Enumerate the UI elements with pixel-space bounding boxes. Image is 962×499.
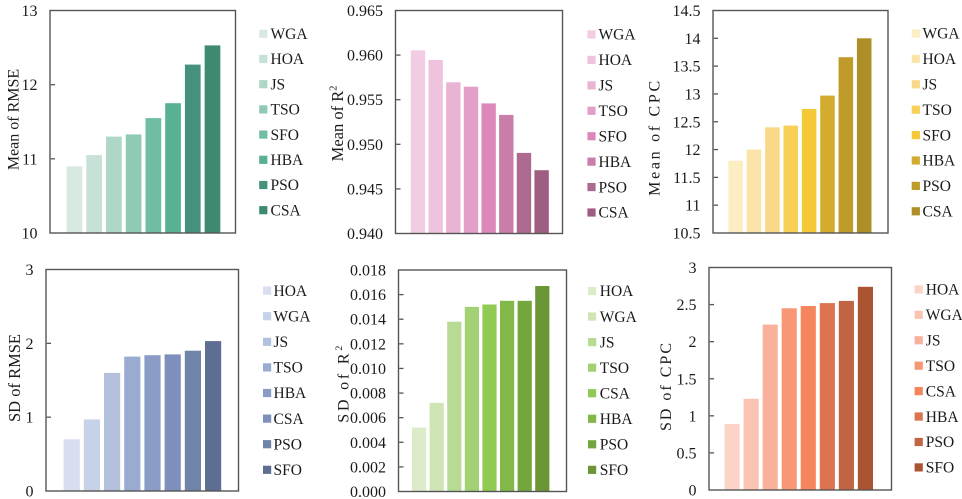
svg-text:JS: JS xyxy=(599,78,614,95)
svg-text:12.5: 12.5 xyxy=(673,114,701,131)
svg-text:WGA: WGA xyxy=(923,26,961,43)
svg-text:0.016: 0.016 xyxy=(350,287,386,304)
svg-text:HOA: HOA xyxy=(600,283,634,300)
svg-text:0.006: 0.006 xyxy=(350,410,386,427)
svg-text:SD of R2: SD of R2 xyxy=(334,343,352,423)
svg-text:0.014: 0.014 xyxy=(350,312,386,329)
svg-text:TSO: TSO xyxy=(271,102,300,119)
svg-text:PSO: PSO xyxy=(926,434,954,451)
svg-text:TSO: TSO xyxy=(926,358,955,375)
svg-text:Mean of R2: Mean of R2 xyxy=(328,86,347,162)
svg-text:HBA: HBA xyxy=(923,153,957,170)
svg-text:Mean of RMSE: Mean of RMSE xyxy=(5,69,22,170)
svg-text:0.010: 0.010 xyxy=(350,361,386,378)
svg-text:PSO: PSO xyxy=(600,437,628,454)
svg-text:TSO: TSO xyxy=(923,102,952,119)
svg-text:JS: JS xyxy=(274,334,289,351)
svg-text:TSO: TSO xyxy=(600,360,629,377)
svg-text:0.018: 0.018 xyxy=(350,263,386,280)
svg-text:12: 12 xyxy=(685,142,701,159)
svg-text:Mean of CPC: Mean of CPC xyxy=(646,78,663,196)
svg-text:PSO: PSO xyxy=(599,179,627,196)
svg-text:11.5: 11.5 xyxy=(673,170,700,187)
svg-text:0.000: 0.000 xyxy=(350,484,386,499)
svg-text:HBA: HBA xyxy=(599,154,633,171)
svg-text:2: 2 xyxy=(689,334,697,351)
svg-text:SFO: SFO xyxy=(599,128,627,145)
svg-text:14: 14 xyxy=(685,31,701,48)
svg-text:JS: JS xyxy=(926,332,941,349)
svg-text:SD of CPC: SD of CPC xyxy=(658,341,675,431)
svg-text:0.940: 0.940 xyxy=(347,226,383,243)
svg-text:0.004: 0.004 xyxy=(350,435,386,452)
svg-text:HOA: HOA xyxy=(274,283,308,300)
svg-text:TSO: TSO xyxy=(274,360,303,377)
svg-text:HBA: HBA xyxy=(271,152,305,169)
svg-text:0.5: 0.5 xyxy=(677,445,697,462)
svg-text:CSA: CSA xyxy=(923,204,954,221)
svg-text:PSO: PSO xyxy=(271,177,299,194)
svg-text:1.5: 1.5 xyxy=(677,371,697,388)
svg-text:0.012: 0.012 xyxy=(350,336,386,353)
svg-text:HOA: HOA xyxy=(271,51,305,68)
svg-text:HOA: HOA xyxy=(923,51,957,68)
svg-text:10.5: 10.5 xyxy=(673,226,701,243)
svg-text:WGA: WGA xyxy=(271,26,309,43)
svg-text:JS: JS xyxy=(271,76,286,93)
svg-text:14.5: 14.5 xyxy=(673,3,701,20)
svg-text:HBA: HBA xyxy=(926,409,960,426)
svg-text:10: 10 xyxy=(22,226,38,243)
svg-text:WGA: WGA xyxy=(926,307,962,324)
svg-text:HOA: HOA xyxy=(599,52,633,69)
svg-text:0.945: 0.945 xyxy=(347,181,383,198)
svg-text:3: 3 xyxy=(689,260,697,277)
svg-text:PSO: PSO xyxy=(923,178,951,195)
svg-text:WGA: WGA xyxy=(600,309,638,326)
svg-text:0.955: 0.955 xyxy=(347,92,383,109)
svg-text:CSA: CSA xyxy=(599,205,630,222)
svg-text:CSA: CSA xyxy=(600,385,631,402)
svg-text:SFO: SFO xyxy=(926,460,954,477)
svg-text:1: 1 xyxy=(689,408,697,425)
svg-text:HBA: HBA xyxy=(274,385,308,402)
svg-text:12: 12 xyxy=(22,77,38,94)
svg-text:0: 0 xyxy=(689,483,697,499)
svg-text:13: 13 xyxy=(685,86,701,103)
svg-text:CSA: CSA xyxy=(271,202,302,219)
svg-text:SFO: SFO xyxy=(923,127,951,144)
svg-text:JS: JS xyxy=(923,77,938,94)
svg-text:PSO: PSO xyxy=(274,436,302,453)
svg-text:0.965: 0.965 xyxy=(347,3,383,20)
svg-text:SFO: SFO xyxy=(274,462,302,479)
svg-text:11: 11 xyxy=(22,151,37,168)
svg-text:0: 0 xyxy=(26,484,34,499)
svg-text:0.008: 0.008 xyxy=(350,386,386,403)
svg-text:TSO: TSO xyxy=(599,103,628,120)
svg-text:CSA: CSA xyxy=(274,411,305,428)
svg-text:2.5: 2.5 xyxy=(677,297,697,314)
svg-text:2: 2 xyxy=(26,336,34,353)
svg-text:13.5: 13.5 xyxy=(673,59,701,76)
svg-text:0.950: 0.950 xyxy=(347,137,383,154)
svg-text:0.002: 0.002 xyxy=(350,459,386,476)
svg-text:1: 1 xyxy=(26,410,34,427)
svg-text:SFO: SFO xyxy=(600,462,628,479)
svg-text:SFO: SFO xyxy=(271,127,299,144)
svg-text:HOA: HOA xyxy=(926,282,960,299)
svg-text:WGA: WGA xyxy=(599,27,637,44)
svg-text:HBA: HBA xyxy=(600,411,634,428)
svg-text:0.960: 0.960 xyxy=(347,48,383,65)
svg-text:3: 3 xyxy=(26,262,34,279)
svg-text:CSA: CSA xyxy=(926,383,957,400)
svg-text:JS: JS xyxy=(600,334,615,351)
svg-text:11: 11 xyxy=(685,198,700,215)
svg-text:WGA: WGA xyxy=(274,308,312,325)
svg-text:13: 13 xyxy=(22,3,38,20)
svg-text:SD of RMSE: SD of RMSE xyxy=(5,334,24,422)
